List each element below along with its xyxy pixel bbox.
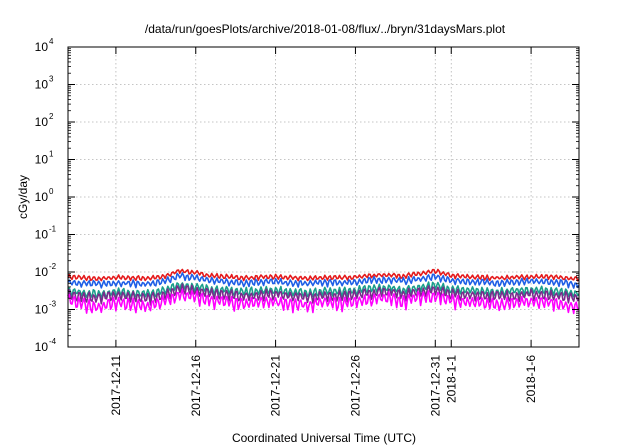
- y-tick-exponent: 0: [49, 187, 54, 196]
- chart-title: /data/run/goesPlots/archive/2018-01-08/f…: [145, 22, 506, 36]
- x-tick-label: 2018-1-1: [444, 355, 458, 403]
- x-tick-label: 2017-12-31: [428, 355, 442, 417]
- y-axis-label: cGy/day: [16, 175, 30, 219]
- y-tick-exponent: 1: [49, 150, 54, 159]
- series-line: [67, 268, 580, 282]
- y-tick-label: 10: [35, 265, 49, 279]
- y-tick-exponent: -1: [49, 225, 57, 234]
- y-tick-label: 10: [35, 115, 49, 129]
- x-tick-label: 2017-12-26: [348, 355, 362, 417]
- y-tick-label: 10: [35, 190, 49, 204]
- series-lines: [67, 268, 580, 315]
- x-tick-label: 2017-12-11: [109, 355, 123, 416]
- series-line: [67, 281, 580, 300]
- y-tick-exponent: 2: [49, 112, 54, 121]
- x-axis-label: Coordinated Universal Time (UTC): [232, 431, 416, 445]
- series-line: [67, 283, 580, 306]
- y-tick-label: 10: [35, 153, 49, 167]
- x-tick-label: 2017-12-21: [269, 355, 283, 417]
- y-tick-label: 10: [35, 40, 49, 54]
- series-line: [67, 288, 580, 315]
- y-tick-exponent: 3: [49, 75, 54, 84]
- y-tick-label: 10: [35, 78, 49, 92]
- y-tick-label: 10: [35, 340, 49, 354]
- y-tick-exponent: -4: [49, 337, 57, 346]
- x-axis: 2017-12-11 2017-12-16 2017-12-21 2017-12-26…: [109, 47, 538, 416]
- grid: [68, 47, 579, 347]
- y-tick-exponent: -3: [49, 300, 57, 309]
- x-tick-label: 2017-12-16: [189, 355, 203, 417]
- y-tick-label: 10: [35, 228, 49, 242]
- y-tick-exponent: 4: [49, 37, 54, 46]
- y-tick-label: 10: [35, 303, 49, 317]
- x-tick-label: 2018-1-6: [524, 355, 538, 403]
- series-line: [67, 272, 580, 289]
- y-tick-exponent: -2: [49, 262, 57, 271]
